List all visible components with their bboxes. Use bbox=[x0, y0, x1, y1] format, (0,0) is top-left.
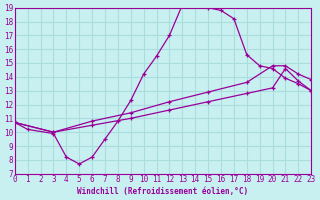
X-axis label: Windchill (Refroidissement éolien,°C): Windchill (Refroidissement éolien,°C) bbox=[77, 187, 249, 196]
